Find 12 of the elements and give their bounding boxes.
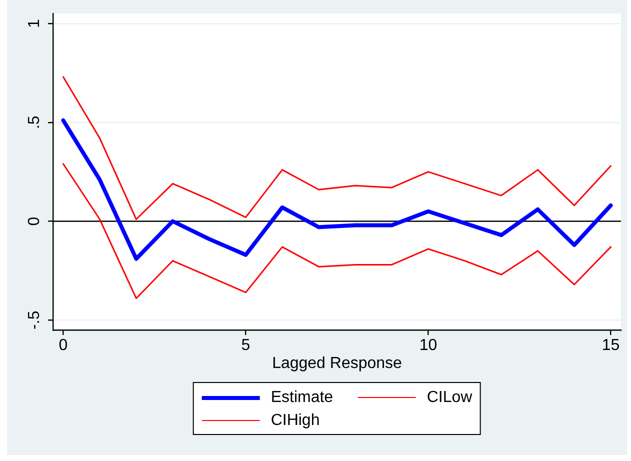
y-tick-label: 1: [26, 18, 44, 28]
y-tick-label: 0: [26, 216, 44, 226]
legend-label: Estimate: [270, 388, 334, 407]
x-tick-label: 15: [602, 337, 620, 354]
y-tick-label: .5: [26, 116, 44, 130]
legend-label: CILow: [426, 388, 472, 407]
x-axis-title: Lagged Response: [272, 354, 402, 372]
x-tick-label: 5: [241, 337, 250, 354]
x-tick-label: 10: [419, 337, 438, 354]
legend-label: CIHigh: [270, 411, 320, 430]
x-tick-label: 0: [58, 337, 68, 354]
y-tick-label: -.5: [26, 310, 44, 330]
